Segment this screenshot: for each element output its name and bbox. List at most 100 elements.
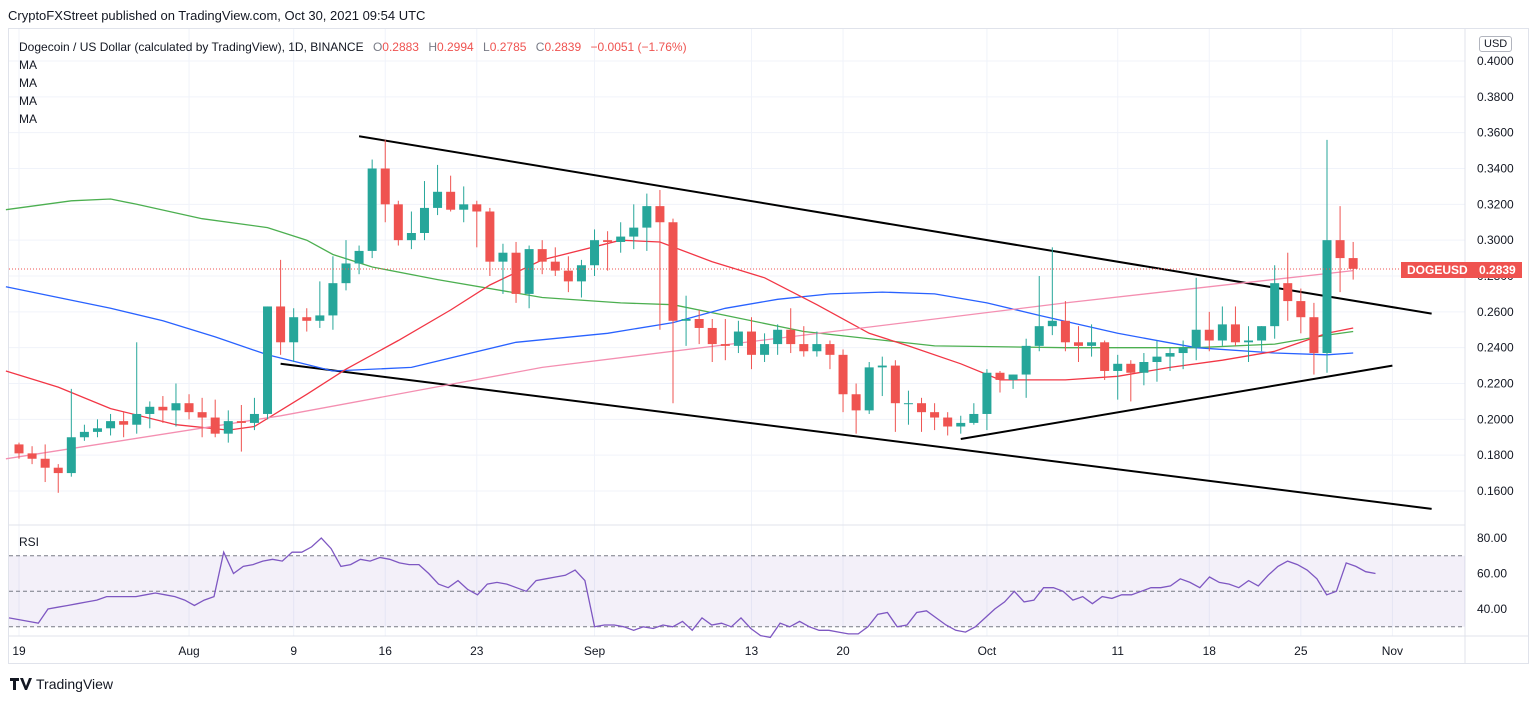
- ma-legend-4[interactable]: MA: [19, 112, 37, 126]
- candle-body: [1296, 301, 1306, 318]
- candle-body: [236, 421, 246, 423]
- candle-body: [1257, 326, 1267, 341]
- candle-body: [1087, 342, 1097, 346]
- time-tick-label: 25: [1294, 644, 1308, 658]
- candle-body: [1047, 320, 1057, 327]
- candle-body: [53, 467, 63, 474]
- rsi-tick-label: 60.00: [1477, 567, 1507, 581]
- candle-body: [1139, 362, 1149, 373]
- candle-body: [995, 372, 1005, 380]
- candle-body: [969, 413, 979, 423]
- ma-legend-2[interactable]: MA: [19, 76, 37, 90]
- candle-body: [563, 270, 573, 282]
- close-value: 0.2839: [544, 40, 582, 54]
- time-tick-label: 13: [745, 644, 759, 658]
- price-tag-symbol: DOGEUSD: [1407, 263, 1468, 277]
- candles: [9, 139, 1465, 493]
- candle-body: [511, 252, 521, 294]
- candle-body: [40, 458, 50, 468]
- candle-body: [590, 240, 600, 266]
- candle-body: [145, 406, 155, 414]
- ma-legend-1[interactable]: MA: [19, 58, 37, 72]
- candle-body: [14, 444, 24, 454]
- candle-body: [917, 403, 927, 413]
- candle-body: [1270, 283, 1280, 327]
- candle-body: [66, 437, 76, 474]
- candle-body: [1309, 317, 1319, 354]
- candle-body: [1191, 329, 1201, 348]
- candle-body: [773, 329, 783, 345]
- price-tick-label: 0.3200: [1477, 197, 1514, 211]
- candle-body: [367, 168, 377, 251]
- candle-body: [1178, 347, 1188, 354]
- candle-body: [1283, 283, 1293, 302]
- moving-average-line: [5, 286, 1354, 372]
- candle-body: [289, 317, 299, 343]
- candle-body: [825, 344, 835, 355]
- candle-body: [210, 417, 220, 434]
- high-value: 0.2994: [437, 40, 474, 54]
- candle-body: [760, 344, 770, 355]
- candle-body: [27, 453, 37, 459]
- candle-body: [877, 365, 887, 368]
- time-tick-label: Oct: [978, 644, 997, 658]
- moving-average-line: [5, 198, 1354, 349]
- symbol-title[interactable]: Dogecoin / US Dollar (calculated by Trad…: [19, 40, 364, 54]
- candle-body: [550, 261, 560, 271]
- candle-body: [930, 412, 940, 418]
- candle-body: [171, 403, 181, 411]
- price-tick-label: 0.3800: [1477, 90, 1514, 104]
- candle-body: [943, 417, 953, 427]
- candle-body: [328, 283, 338, 316]
- price-tick-label: 0.1800: [1477, 448, 1514, 462]
- ma-legend-3[interactable]: MA: [19, 94, 37, 108]
- candle-body: [694, 319, 704, 328]
- candle-body: [1034, 326, 1044, 346]
- price-tick-label: 0.4000: [1477, 54, 1514, 68]
- candle-body: [498, 252, 508, 262]
- time-tick-label: Nov: [1382, 644, 1403, 658]
- candle-body: [668, 222, 678, 321]
- candle-body: [720, 344, 730, 346]
- candle-body: [106, 421, 116, 429]
- candle-body: [642, 206, 652, 228]
- candle-body: [746, 331, 756, 355]
- candle-body: [184, 403, 194, 413]
- open-label: O: [372, 40, 383, 54]
- candle-body: [681, 319, 691, 321]
- candle-body: [1113, 363, 1123, 371]
- price-tick-label: 0.1600: [1477, 484, 1514, 498]
- price-tick-label: 0.3000: [1477, 233, 1514, 247]
- rsi-label[interactable]: RSI: [19, 535, 40, 549]
- rsi-tick-label: 40.00: [1477, 602, 1507, 616]
- candle-body: [249, 413, 259, 423]
- currency-button[interactable]: USD: [1479, 36, 1513, 52]
- grid: [9, 29, 1529, 664]
- trendline: [960, 364, 1393, 441]
- candle-body: [1073, 342, 1083, 346]
- candle-body: [1348, 258, 1358, 269]
- time-tick-label: 11: [1111, 644, 1124, 658]
- close-label: C: [535, 40, 545, 54]
- price-tick-label: 0.3400: [1477, 162, 1514, 176]
- candle-body: [315, 315, 325, 321]
- candle-body: [1165, 353, 1175, 357]
- candle-body: [419, 207, 429, 233]
- candle-body: [485, 211, 495, 262]
- candle-body: [812, 344, 822, 352]
- candle-body: [799, 344, 809, 352]
- candle-body: [733, 331, 743, 346]
- rsi-tick-label: 80.00: [1477, 531, 1507, 545]
- candle-body: [380, 168, 390, 205]
- time-tick-label: 18: [1203, 644, 1217, 658]
- candle-body: [393, 204, 403, 241]
- candle-body: [433, 191, 443, 208]
- low-value: 0.2785: [489, 40, 527, 54]
- price-tick-label: 0.2200: [1477, 377, 1514, 391]
- candle-body: [197, 412, 207, 418]
- candle-body: [1230, 324, 1240, 343]
- candle-body: [276, 306, 286, 343]
- tradingview-footer[interactable]: TradingView: [10, 676, 113, 692]
- chart-legend: Dogecoin / US Dollar (calculated by Trad…: [19, 38, 687, 128]
